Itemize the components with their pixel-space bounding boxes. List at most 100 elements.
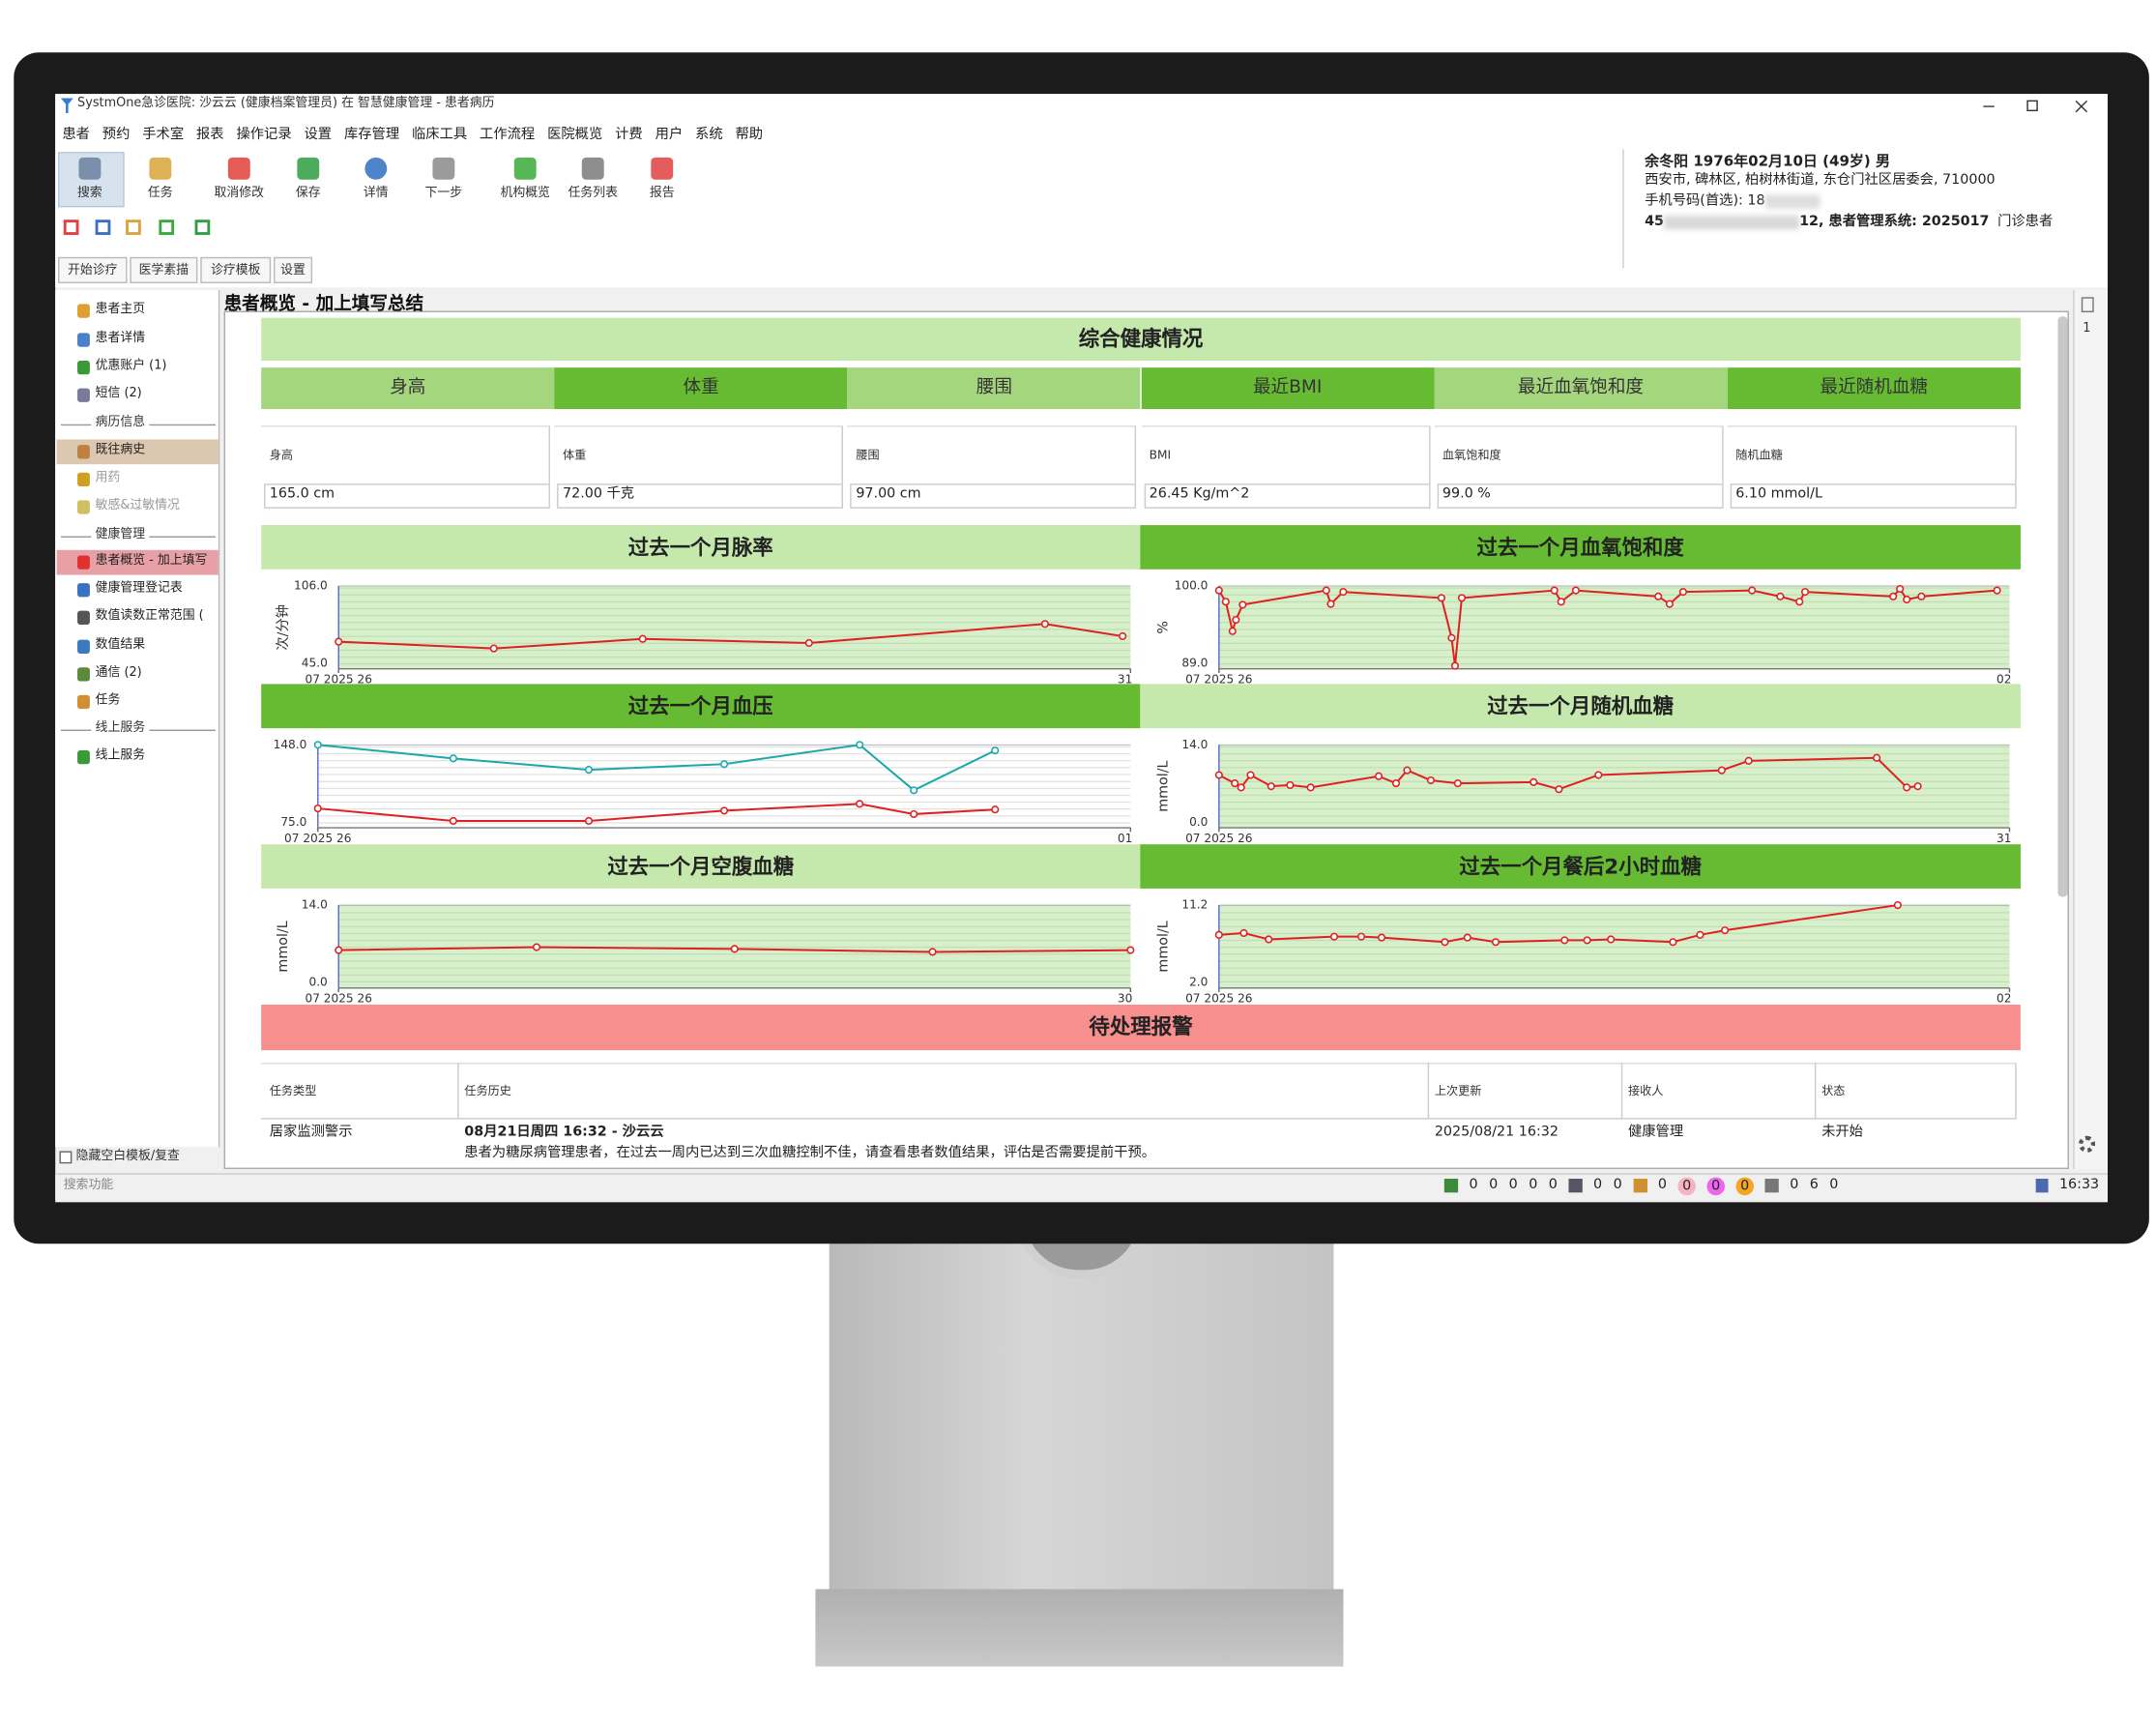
tab[interactable]: 医学素描 [130,256,198,283]
patient-phone: 手机号码(首选): 18 [1645,192,1821,212]
menu-item[interactable]: 帮助 [735,127,764,143]
sidebar-item[interactable]: 患者主页 [95,302,146,317]
sidebar-icon [77,583,90,598]
patient-type: 门诊患者 [1997,214,2054,230]
menu-item[interactable]: 手术室 [142,127,185,143]
sidebar-item[interactable]: 任务 [95,693,121,708]
tab[interactable]: 诊疗模板 [200,256,272,283]
status-icon [1443,1179,1459,1193]
status-count: 0 [1508,1177,1518,1193]
toolbar-label[interactable]: 机构概览 [500,186,550,201]
menu-item[interactable]: 用户 [655,127,684,143]
column-header[interactable]: 接收人 [1627,1084,1664,1099]
field-label: BMI [1149,449,1172,463]
sidebar-item[interactable]: 优惠账户 (1) [95,359,167,373]
menu-item[interactable]: 设置 [304,127,333,143]
small-icon[interactable] [126,219,141,235]
tab[interactable]: 设置 [274,256,313,283]
menu-item[interactable]: 医院概览 [547,127,603,143]
data-point [1583,936,1591,945]
status-count: 0 [1677,1176,1696,1195]
status-count: 0 [1548,1177,1558,1193]
column-header[interactable]: 任务类型 [269,1084,317,1099]
menu-item[interactable]: 报表 [195,127,224,143]
field-cell [847,425,1137,484]
search-box[interactable]: 搜索功能 [63,1179,114,1193]
data-point [532,943,541,951]
data-point [1744,756,1753,765]
toolbar-icon[interactable] [149,157,172,180]
sidebar-item[interactable]: 患者概览 - 加上填写 [95,554,208,569]
hide-blank[interactable]: 隐藏空白模板/复查 [75,1150,180,1164]
sidebar-item[interactable]: 既往病史 [95,443,146,458]
sidebar-item[interactable]: 健康管理登记表 [95,581,183,596]
data-point [1329,932,1339,941]
toolbar-label[interactable]: 保存 [295,186,321,201]
data-point [1560,936,1569,945]
window-controls[interactable] [1969,94,2108,119]
id-prefix: 45 [1645,214,1665,230]
toolbar-icon[interactable] [227,157,250,180]
column-header[interactable]: 状态 [1821,1084,1846,1099]
window-title: SystmOne急诊医院: 沙云云 (健康档案管理员) 在 智慧健康管理 - 患… [77,97,495,111]
sidebar-item[interactable]: 数值结果 [95,638,146,653]
field-label: 腰围 [856,449,880,463]
sidebar-item[interactable]: 线上服务 [95,748,146,763]
data-point [1463,933,1471,942]
small-icon[interactable] [194,219,211,235]
menu-item[interactable]: 患者 [62,127,90,143]
status-count: 0 [1469,1177,1478,1193]
toolbar-label[interactable]: 搜索 [77,186,102,201]
menu-item[interactable]: 计费 [615,127,643,143]
menu-item[interactable]: 操作记录 [236,127,292,143]
column-header[interactable]: 上次更新 [1434,1084,1482,1099]
gear[interactable] [2078,1135,2096,1153]
sidebar-section: 病历信息 [91,414,150,431]
toolbar-icon[interactable] [581,157,604,180]
data-point [489,644,498,653]
status-icon [1633,1179,1647,1193]
toolbar-label[interactable]: 取消修改 [214,186,265,201]
sidebar-item[interactable]: 短信 (2) [95,387,142,401]
field-label: 血氧饱和度 [1442,449,1501,463]
column-header[interactable]: 任务历史 [464,1084,511,1099]
toolbar-label[interactable]: 报告 [649,186,675,201]
small-icon[interactable] [95,219,111,235]
overview-header: 综合健康情况 [261,317,2021,361]
menu-item[interactable]: 库存管理 [343,127,400,143]
menu-item[interactable]: 预约 [102,127,131,143]
data-point [1889,592,1898,600]
scrollbar-thumb[interactable] [2057,316,2068,897]
menu-item[interactable]: 系统 [695,127,723,143]
menu-item[interactable]: 临床工具 [411,127,468,143]
data-point [1214,771,1223,779]
sidebar-item[interactable]: 患者详情 [95,331,146,346]
clock-icon [2035,1179,2049,1193]
small-icon[interactable] [63,219,79,235]
toolbar-icon[interactable] [651,157,674,180]
menu-item[interactable]: 工作流程 [480,127,536,143]
data-point [1555,785,1563,794]
data-point [1557,598,1565,606]
toolbar-icon[interactable] [78,157,102,180]
toolbar-label[interactable]: 下一步 [424,186,463,201]
field-cell [1727,425,2017,484]
data-point [1040,620,1049,629]
checkbox[interactable] [59,1151,73,1164]
toolbar-icon[interactable] [513,157,537,180]
toolbar-label[interactable]: 详情 [363,186,389,201]
small-icon[interactable] [159,219,175,235]
x-tick-label: 31 [1118,673,1132,687]
field-cell [1141,425,1431,484]
toolbar-label[interactable]: 任务列表 [568,186,618,201]
sidebar-item[interactable]: 用药 [95,471,121,485]
toolbar-icon[interactable] [432,157,455,180]
sidebar-item[interactable]: 数值读数正常范围 ( [95,609,204,624]
data-point [1913,782,1922,791]
tab[interactable]: 开始诊疗 [58,256,128,283]
toolbar-icon[interactable] [297,157,320,180]
sidebar-item[interactable]: 通信 (2) [95,665,142,681]
sidebar-item[interactable]: 敏感&过敏情况 [95,498,180,513]
toolbar-icon[interactable] [364,157,388,180]
toolbar-label[interactable]: 任务 [147,186,173,201]
